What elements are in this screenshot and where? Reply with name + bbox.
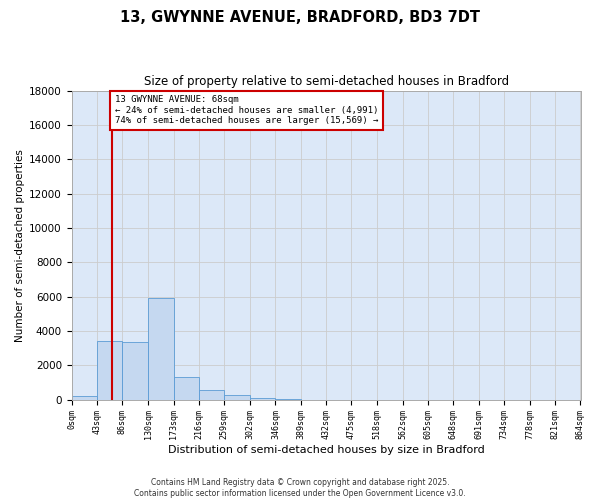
Bar	[224, 396, 250, 400]
Y-axis label: Number of semi-detached properties: Number of semi-detached properties	[15, 148, 25, 342]
Bar	[199, 390, 224, 400]
Text: Contains HM Land Registry data © Crown copyright and database right 2025.
Contai: Contains HM Land Registry data © Crown c…	[134, 478, 466, 498]
Bar	[97, 342, 122, 400]
Bar	[250, 398, 275, 400]
Bar	[148, 298, 173, 400]
Bar	[275, 399, 301, 400]
Bar	[122, 342, 148, 400]
Bar	[71, 396, 97, 400]
Text: 13 GWYNNE AVENUE: 68sqm
← 24% of semi-detached houses are smaller (4,991)
74% of: 13 GWYNNE AVENUE: 68sqm ← 24% of semi-de…	[115, 95, 378, 125]
Text: 13, GWYNNE AVENUE, BRADFORD, BD3 7DT: 13, GWYNNE AVENUE, BRADFORD, BD3 7DT	[120, 10, 480, 25]
Title: Size of property relative to semi-detached houses in Bradford: Size of property relative to semi-detach…	[143, 75, 509, 88]
X-axis label: Distribution of semi-detached houses by size in Bradford: Distribution of semi-detached houses by …	[167, 445, 484, 455]
Bar	[173, 378, 199, 400]
